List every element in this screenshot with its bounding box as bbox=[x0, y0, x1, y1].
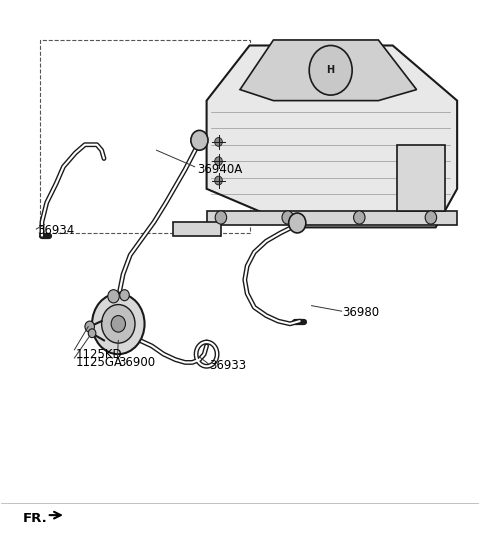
Circle shape bbox=[120, 290, 129, 301]
Circle shape bbox=[111, 316, 125, 332]
Text: 36933: 36933 bbox=[209, 358, 246, 372]
Text: 36980: 36980 bbox=[343, 306, 380, 319]
Circle shape bbox=[215, 157, 222, 166]
Text: H: H bbox=[326, 65, 335, 75]
Text: FR.: FR. bbox=[23, 512, 48, 525]
Circle shape bbox=[309, 45, 352, 95]
Polygon shape bbox=[397, 145, 445, 211]
Circle shape bbox=[85, 321, 95, 332]
Circle shape bbox=[102, 305, 135, 343]
Text: 1125KD: 1125KD bbox=[75, 348, 122, 361]
Text: 36934: 36934 bbox=[37, 224, 74, 237]
Text: 36940A: 36940A bbox=[197, 163, 242, 176]
Circle shape bbox=[108, 290, 119, 303]
Text: 1125GA: 1125GA bbox=[75, 356, 122, 369]
Polygon shape bbox=[206, 211, 457, 224]
Circle shape bbox=[215, 137, 222, 146]
Circle shape bbox=[288, 213, 306, 233]
Polygon shape bbox=[240, 40, 417, 101]
Circle shape bbox=[191, 130, 208, 150]
Polygon shape bbox=[97, 299, 140, 340]
Circle shape bbox=[425, 211, 437, 224]
Polygon shape bbox=[206, 45, 457, 227]
Circle shape bbox=[354, 211, 365, 224]
Circle shape bbox=[88, 329, 96, 337]
Circle shape bbox=[282, 211, 293, 224]
Circle shape bbox=[215, 176, 222, 185]
Circle shape bbox=[215, 211, 227, 224]
Circle shape bbox=[92, 294, 144, 354]
Text: 36900: 36900 bbox=[118, 356, 156, 369]
Polygon shape bbox=[173, 222, 221, 235]
